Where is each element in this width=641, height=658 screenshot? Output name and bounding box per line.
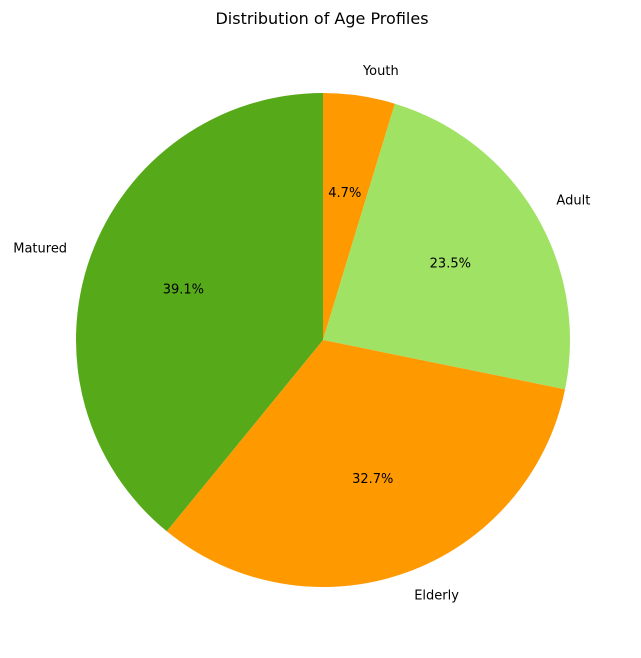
pie-slices — [76, 93, 570, 587]
slice-label-adult: Adult — [556, 193, 590, 208]
slice-label-matured: Matured — [13, 241, 67, 256]
slice-label-youth: Youth — [362, 64, 399, 79]
slice-percent-matured: 39.1% — [163, 283, 204, 298]
slice-percent-adult: 23.5% — [430, 257, 471, 272]
pie-labels: Youth 4.7% Adult 23.5% Elderly 32.7% Matured 39… — [13, 64, 590, 604]
slice-label-elderly: Elderly — [414, 588, 459, 603]
chart-title: Distribution of Age Profiles — [215, 9, 428, 28]
slice-percent-youth: 4.7% — [328, 186, 361, 201]
pie-slice-adult — [323, 103, 570, 390]
pie-slice-matured — [76, 93, 323, 532]
pie-slice-elderly — [166, 340, 566, 587]
pie-slice-youth — [323, 93, 395, 340]
slice-percent-elderly: 32.7% — [352, 472, 393, 487]
